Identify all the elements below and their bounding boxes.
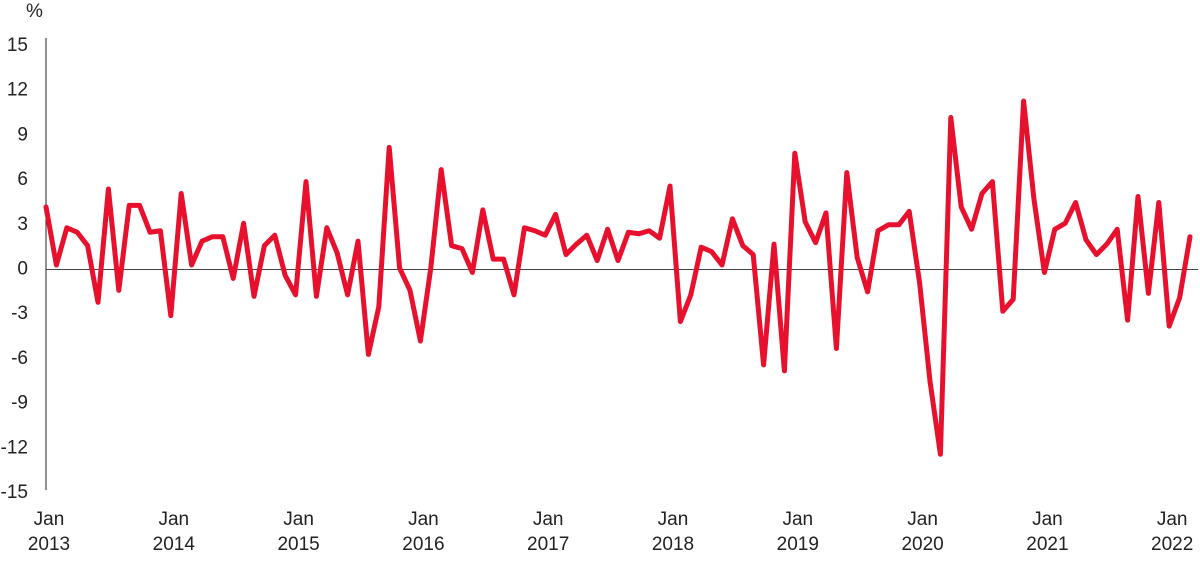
x-tick-label: Jan 2021 [1026, 509, 1069, 555]
x-tick-label: Jan 2022 [1151, 509, 1194, 555]
x-tick-label: Jan 2016 [402, 509, 445, 555]
y-tick-label: -9 [11, 393, 28, 414]
x-tick-label: Jan 2013 [27, 509, 71, 555]
y-tick-label: 15 [7, 35, 28, 56]
x-tick-label: Jan 2019 [776, 509, 819, 555]
data-line [43, 98, 1193, 457]
y-tick-label: 0 [17, 259, 28, 280]
x-tick-label: Jan 2020 [901, 509, 944, 555]
x-tick-label: Jan 2017 [527, 509, 570, 555]
x-tick-label: Jan 2018 [651, 509, 695, 555]
y-tick-label: -6 [11, 348, 28, 369]
y-tick-label: -12 [1, 437, 28, 458]
y-tick-label: 6 [17, 169, 28, 190]
y-tick-label: -15 [1, 482, 28, 503]
y-tick-label: 3 [17, 214, 28, 235]
y-axis-unit: % [26, 1, 43, 22]
y-tick-label: 12 [7, 80, 28, 101]
x-tick-label: Jan 2014 [152, 509, 195, 555]
y-tick-label: -3 [11, 303, 28, 324]
x-tick-label: Jan 2015 [277, 509, 320, 555]
y-tick-label: 9 [17, 124, 28, 145]
